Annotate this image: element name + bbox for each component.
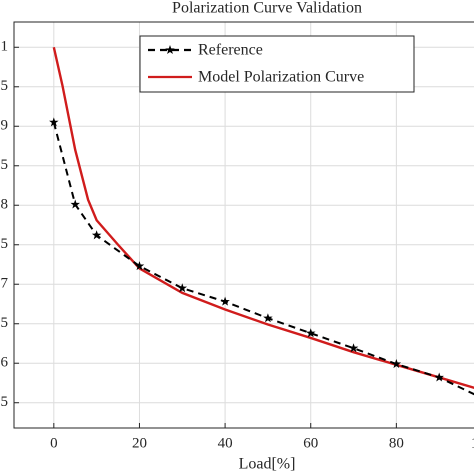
data-point [220,296,230,306]
x-axis-label: Load[%] [239,456,296,473]
y-tick-label: 5 [1,236,9,252]
y-tick-label: 5 [1,315,9,331]
legend: Reference Model Polarization Curve [139,35,415,93]
y-tick-label: 6 [1,355,9,371]
y-tick-label: 8 [1,197,9,213]
data-point [391,359,402,369]
series [52,47,474,389]
y-tick-label: 5 [1,394,9,410]
legend-label: Reference [198,42,263,59]
legend-label: Model Polarization Curve [198,69,364,86]
series-line [52,122,474,396]
data-point [177,283,188,293]
x-tick-label: 20 [132,435,147,451]
data-point [263,313,273,323]
y-tick-label: 9 [1,118,9,134]
data-point [348,343,359,353]
data-point [91,230,102,240]
y-tick-label: 1 [1,39,9,55]
series-line [52,47,474,389]
data-point [434,372,444,382]
x-tick-label: 80 [389,435,404,451]
x-tick-label: 40 [218,435,233,451]
series [49,117,474,396]
legend-box [139,35,415,93]
data-point [49,117,59,127]
y-tick-label: 7 [1,276,9,292]
x-tick-label: 60 [303,435,318,451]
x-tick-label: 100 [471,435,474,451]
chart-title: Polarization Curve Validation [172,0,362,17]
y-tick-label: 5 [1,157,9,173]
data-point [305,328,316,338]
data-point [165,45,175,55]
axes-frame [13,21,474,429]
x-tick-label: 0 [50,435,58,451]
data-point [70,199,80,209]
data-point [134,261,145,271]
y-tick-label: 5 [1,78,9,94]
